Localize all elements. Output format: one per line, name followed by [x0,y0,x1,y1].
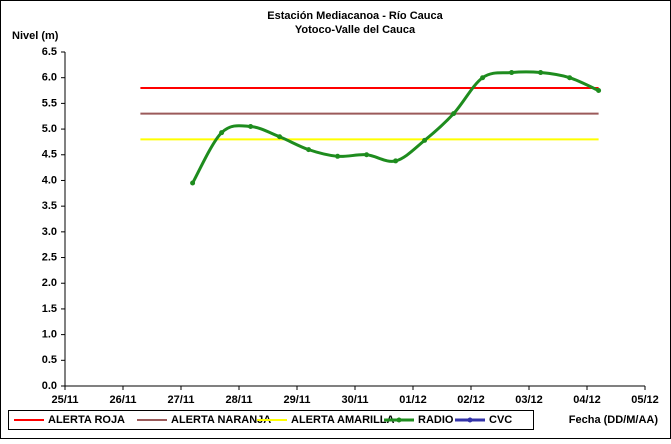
y-tick-label: 0.0 [42,380,57,392]
y-tick-label: 6.5 [42,46,57,58]
point [422,137,428,143]
point [335,153,341,159]
x-tick-label: 05/12 [631,394,659,406]
point [190,180,196,186]
x-tick-label: 02/12 [457,394,485,406]
legend-marker [396,417,402,423]
point [248,124,254,130]
y-tick-label: 4.5 [42,149,57,161]
legend-label: CVC [489,414,512,426]
x-tick-label: 28/11 [226,394,253,406]
y-tick-label: 3.5 [42,200,57,212]
x-axis-label: Fecha (DD/M/AA) [569,414,659,426]
point [480,75,486,81]
y-axis-label: Nivel (m) [12,30,59,42]
legend-label: ALERTA NARANJA [171,414,271,426]
y-tick-label: 1.5 [42,303,57,315]
chart-subtitle: Yotoco-Valle del Cauca [295,24,416,36]
x-tick-label: 29/11 [284,394,311,406]
legend-label: RADIO [418,414,454,426]
point [538,70,544,76]
legend-label: ALERTA ROJA [48,414,125,426]
y-tick-label: 1.0 [42,329,57,341]
x-tick-label: 04/12 [573,394,601,406]
x-tick-label: 01/12 [399,394,427,406]
y-tick-label: 2.0 [42,277,57,289]
y-tick-label: 5.0 [42,123,57,135]
x-tick-label: 25/11 [52,394,79,406]
point [277,134,283,140]
point [567,75,573,81]
point [596,88,602,94]
x-tick-label: 30/11 [342,394,369,406]
y-tick-label: 3.0 [42,226,57,238]
y-tick-label: 2.5 [42,251,57,263]
x-tick-label: 26/11 [110,394,137,406]
y-tick-label: 4.0 [42,174,57,186]
point [364,152,370,158]
y-tick-label: 6.0 [42,72,57,84]
legend-marker [467,417,473,423]
point [306,147,312,153]
y-tick-label: 0.5 [42,354,57,366]
x-tick-label: 03/12 [515,394,543,406]
legend-label: ALERTA AMARILLA [291,414,395,426]
y-tick-label: 5.5 [42,97,57,109]
point [393,158,399,164]
point [509,70,515,76]
point [451,111,457,117]
x-tick-label: 27/11 [168,394,195,406]
chart-title: Estación Mediacanoa - Río Cauca [267,10,443,22]
point [219,130,225,136]
